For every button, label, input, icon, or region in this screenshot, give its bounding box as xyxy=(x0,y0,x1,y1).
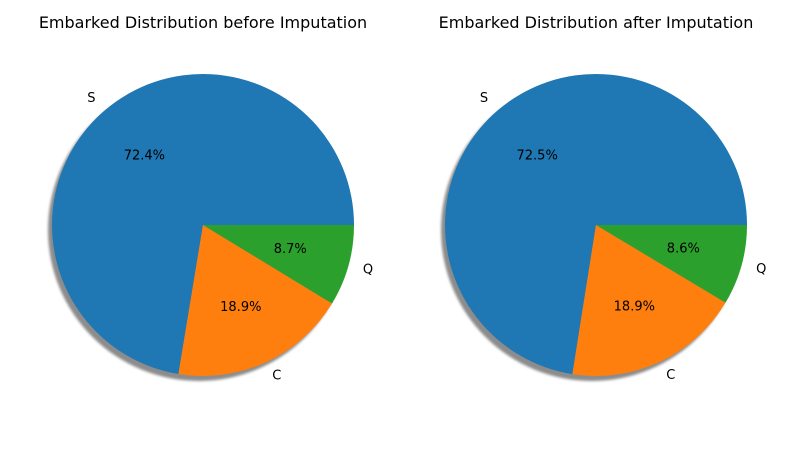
slice-label: C xyxy=(666,368,675,383)
slice-label: S xyxy=(87,91,95,106)
pie-slice-q xyxy=(596,225,747,303)
slice-percent-label: 72.5% xyxy=(517,149,558,164)
chart-left: Embarked Distribution before Imputation … xyxy=(39,13,373,383)
pie-slice-q xyxy=(203,225,354,304)
slice-label: Q xyxy=(756,262,766,277)
slice-percent-label: 18.9% xyxy=(220,300,261,315)
pie-left: S 72.4% C 18.9% Q 8.7% xyxy=(48,73,373,383)
pie-slice-s xyxy=(445,73,747,375)
slice-percent-label: 72.4% xyxy=(124,148,165,163)
pie-slice-c xyxy=(178,225,332,376)
slice-label: Q xyxy=(363,262,373,277)
slice-label: S xyxy=(480,91,488,106)
chart-title: Embarked Distribution after Imputation xyxy=(439,13,754,32)
slice-label: C xyxy=(272,368,281,383)
slice-percent-label: 8.7% xyxy=(274,242,307,257)
pie-slice-c xyxy=(572,225,726,376)
pie-slice-s xyxy=(51,73,354,374)
pie-right: S 72.5% C 18.9% Q 8.6% xyxy=(441,73,766,383)
slice-percent-label: 18.9% xyxy=(614,300,655,315)
chart-right: Embarked Distribution after Imputation S… xyxy=(439,13,767,383)
slice-percent-label: 8.6% xyxy=(667,242,700,257)
chart-title: Embarked Distribution before Imputation xyxy=(39,13,367,32)
